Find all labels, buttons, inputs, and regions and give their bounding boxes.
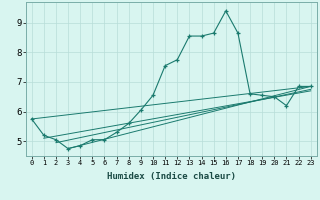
X-axis label: Humidex (Indice chaleur): Humidex (Indice chaleur) <box>107 172 236 181</box>
